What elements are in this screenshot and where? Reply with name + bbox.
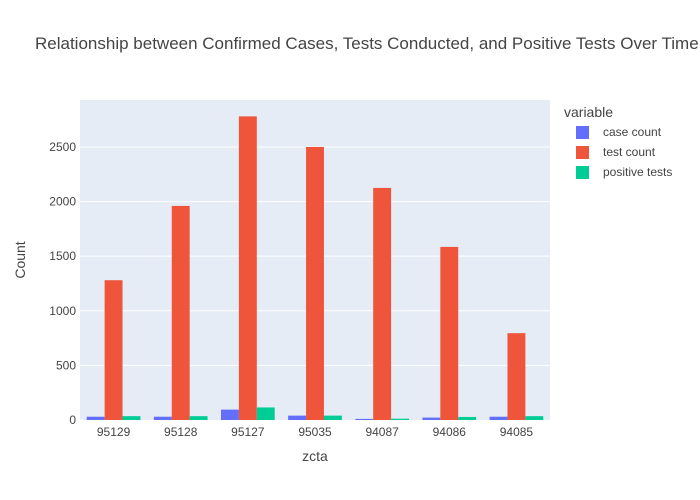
legend-label: positive tests — [603, 165, 673, 179]
bar-test-count-95035[interactable] — [306, 146, 324, 420]
bar-case-count-94086[interactable] — [422, 417, 441, 420]
x-tick-label: 95129 — [97, 425, 131, 439]
legend-swatch — [576, 145, 589, 159]
x-tick-label: 94087 — [365, 425, 399, 439]
bar-test-count-95127[interactable] — [238, 116, 257, 420]
y-tick-label: 0 — [69, 413, 76, 427]
bar-positive-tests-95127[interactable] — [256, 407, 275, 420]
bar-positive-tests-95129[interactable] — [122, 416, 141, 420]
bar-case-count-95129[interactable] — [86, 416, 105, 420]
legend-item-case-count[interactable]: case count — [576, 125, 661, 139]
bar-test-count-95128[interactable] — [171, 205, 190, 420]
legend-swatch — [576, 125, 589, 139]
bar-test-count-94086[interactable] — [440, 246, 459, 420]
bar-test-count-95129[interactable] — [104, 280, 123, 420]
bar-case-count-94085[interactable] — [489, 416, 508, 420]
legend-label: test count — [603, 145, 656, 159]
x-tick-label: 95128 — [164, 425, 198, 439]
bar-case-count-95128[interactable] — [153, 416, 172, 420]
bar-positive-tests-95128[interactable] — [189, 416, 208, 420]
x-tick-label: 94085 — [500, 425, 534, 439]
bars[interactable] — [86, 116, 544, 420]
y-tick-label: 1000 — [49, 304, 76, 318]
legend-item-positive-tests[interactable]: positive tests — [576, 165, 672, 179]
x-tick-label: 95035 — [298, 425, 332, 439]
legend-title: variable — [564, 104, 614, 120]
x-tick-label: 94086 — [433, 425, 467, 439]
y-tick-label: 2000 — [49, 195, 76, 209]
bar-positive-tests-94086[interactable] — [458, 416, 477, 420]
y-tick-label: 2500 — [49, 140, 76, 154]
chart-title: Relationship between Confirmed Cases, Te… — [35, 34, 699, 53]
legend-swatch — [576, 165, 589, 179]
bar-positive-tests-94087[interactable] — [391, 418, 409, 420]
y-tick-label: 500 — [56, 358, 76, 372]
bar-case-count-94087[interactable] — [355, 418, 374, 420]
x-tick-labels: 95129 95128 95127 95035 94087 94086 94085 — [97, 425, 534, 439]
x-tick-label: 95127 — [231, 425, 265, 439]
y-tick-label: 1500 — [49, 249, 76, 263]
legend-item-test-count[interactable]: test count — [576, 145, 655, 159]
bar-test-count-94085[interactable] — [507, 333, 526, 420]
bar-positive-tests-94085[interactable] — [525, 416, 544, 420]
y-axis-label: Count — [12, 241, 28, 278]
bar-test-count-94087[interactable] — [373, 187, 392, 420]
y-tick-labels: 0 500 1000 1500 2000 2500 — [49, 140, 76, 427]
bar-case-count-95127[interactable] — [221, 409, 239, 420]
legend-label: case count — [603, 125, 662, 139]
bar-positive-tests-95035[interactable] — [323, 415, 342, 420]
bar-case-count-95035[interactable] — [288, 415, 307, 420]
x-axis-label: zcta — [302, 448, 328, 464]
